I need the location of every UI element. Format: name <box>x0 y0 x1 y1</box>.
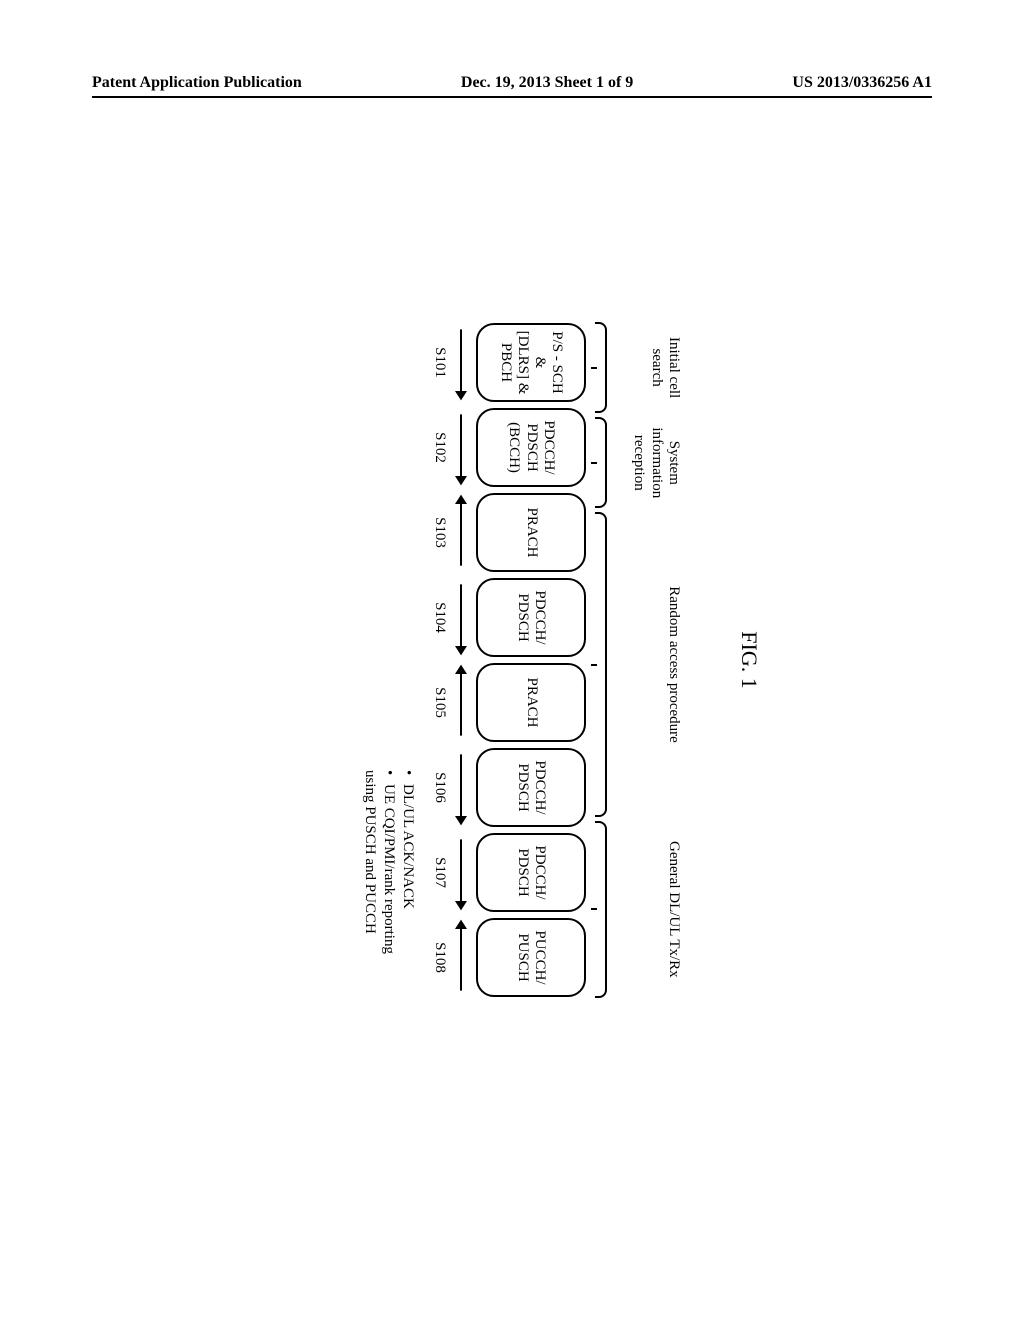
step-id: S107 <box>431 830 448 915</box>
page-header: Patent Application Publication Dec. 19, … <box>0 74 1024 92</box>
step-id: S101 <box>431 320 448 405</box>
step-box: P/S - SCH &[DLRS] &PBCH <box>476 323 586 402</box>
arrow-down-icon <box>452 833 470 912</box>
phase-bracket <box>589 320 607 415</box>
step-id: S104 <box>431 575 448 660</box>
arrow-up-icon <box>452 493 470 572</box>
step-id: S106 <box>431 745 448 830</box>
step-box: PDCCH/PDSCH <box>476 748 586 827</box>
arrow-down-icon <box>452 578 470 657</box>
arrow-down-icon <box>452 748 470 827</box>
step-id: S105 <box>431 660 448 745</box>
steps-row: P/S - SCH &[DLRS] &PBCH PDCCH/PDSCH(BCCH… <box>476 320 586 1000</box>
header-left: Patent Application Publication <box>92 74 302 92</box>
phase-labels-row: Initial cell search Systeminformationrec… <box>630 320 682 1000</box>
step-id: S103 <box>431 490 448 575</box>
step-box: PDCCH/PDSCH <box>476 833 586 912</box>
figure-title: FIG. 1 <box>736 300 762 1020</box>
figure-notes: •DL/UL ACK/NACK •UE CQI/PMI/rank reporti… <box>361 770 417 954</box>
phase-brackets-row <box>589 320 607 1000</box>
phase-bracket <box>589 510 607 818</box>
header-divider <box>92 96 932 98</box>
phase-label: Initial cell search <box>630 320 682 415</box>
step-arrows-row <box>452 320 470 1000</box>
arrow-up-icon <box>452 918 470 997</box>
step-id-row: S101 S102 S103 S104 S105 S106 S107 S108 <box>431 320 448 1000</box>
step-box: PUCCH/PUSCH <box>476 918 586 997</box>
step-box: PRACH <box>476 493 586 572</box>
phase-label: General DL/UL Tx/Rx <box>630 819 682 1000</box>
phase-bracket <box>589 819 607 1000</box>
phase-label: Systeminformationreception <box>630 415 682 510</box>
figure-1: FIG. 1 Initial cell search Systeminforma… <box>262 300 762 1020</box>
header-right: US 2013/0336256 A1 <box>792 74 932 92</box>
figure-rotated-wrapper: FIG. 1 Initial cell search Systeminforma… <box>262 300 762 1020</box>
step-box: PRACH <box>476 663 586 742</box>
step-id: S108 <box>431 915 448 1000</box>
arrow-down-icon <box>452 408 470 487</box>
note-line: •DL/UL ACK/NACK <box>398 770 417 954</box>
arrow-down-icon <box>452 323 470 402</box>
header-center: Dec. 19, 2013 Sheet 1 of 9 <box>461 74 633 92</box>
figure-area: FIG. 1 Initial cell search Systeminforma… <box>0 300 1024 1020</box>
step-box: PDCCH/PDSCH <box>476 578 586 657</box>
arrow-up-icon <box>452 663 470 742</box>
note-line: •UE CQI/PMI/rank reportingusing PUSCH an… <box>361 770 399 954</box>
phase-bracket <box>589 415 607 510</box>
phase-label: Random access procedure <box>630 510 682 818</box>
step-id: S102 <box>431 405 448 490</box>
step-box: PDCCH/PDSCH(BCCH) <box>476 408 586 487</box>
